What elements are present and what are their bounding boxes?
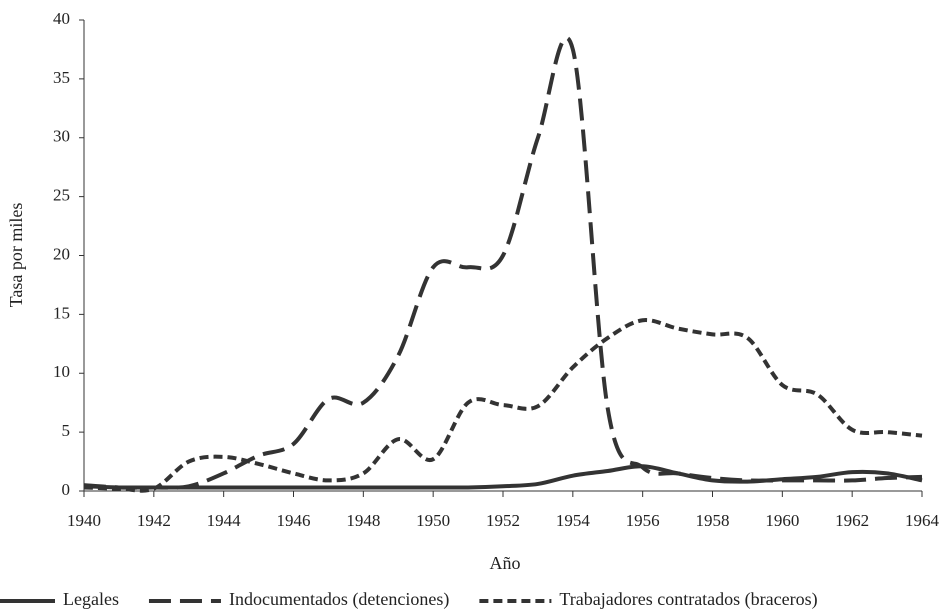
x-tick-label: 1960 [765,511,799,530]
x-tick-label: 1958 [696,511,730,530]
y-axis-label: Tasa por miles [6,203,26,308]
y-tick-label: 15 [53,303,70,322]
y-tick-label: 40 [53,9,70,28]
y-tick-label: 30 [53,127,70,146]
series-line [83,464,923,490]
legend-label: Legales [63,589,119,609]
x-tick-label: 1954 [556,511,591,530]
x-tick-label: 1962 [835,511,869,530]
series-line [83,36,923,490]
x-tick-label: 1952 [486,511,520,530]
y-tick-label: 10 [53,362,70,381]
series-line [83,318,923,493]
x-tick-label: 1942 [137,511,171,530]
y-tick-label: 25 [53,186,70,205]
y-tick-label: 35 [53,68,70,87]
y-tick-label: 20 [53,244,70,263]
y-tick-label: 0 [62,480,71,499]
legend-label: Indocumentados (detenciones) [229,589,449,610]
x-tick-label: 1948 [346,511,380,530]
x-tick-label: 1950 [416,511,450,530]
x-tick-label: 1944 [207,511,242,530]
x-tick-label: 1946 [277,511,311,530]
legend-label: Trabajadores contratados (braceros) [559,589,817,610]
x-tick-label: 1956 [626,511,660,530]
x-axis-label: Año [490,553,521,573]
x-tick-label: 1940 [67,511,101,530]
x-tick-label: 1964 [905,511,940,530]
y-tick-label: 5 [62,421,71,440]
